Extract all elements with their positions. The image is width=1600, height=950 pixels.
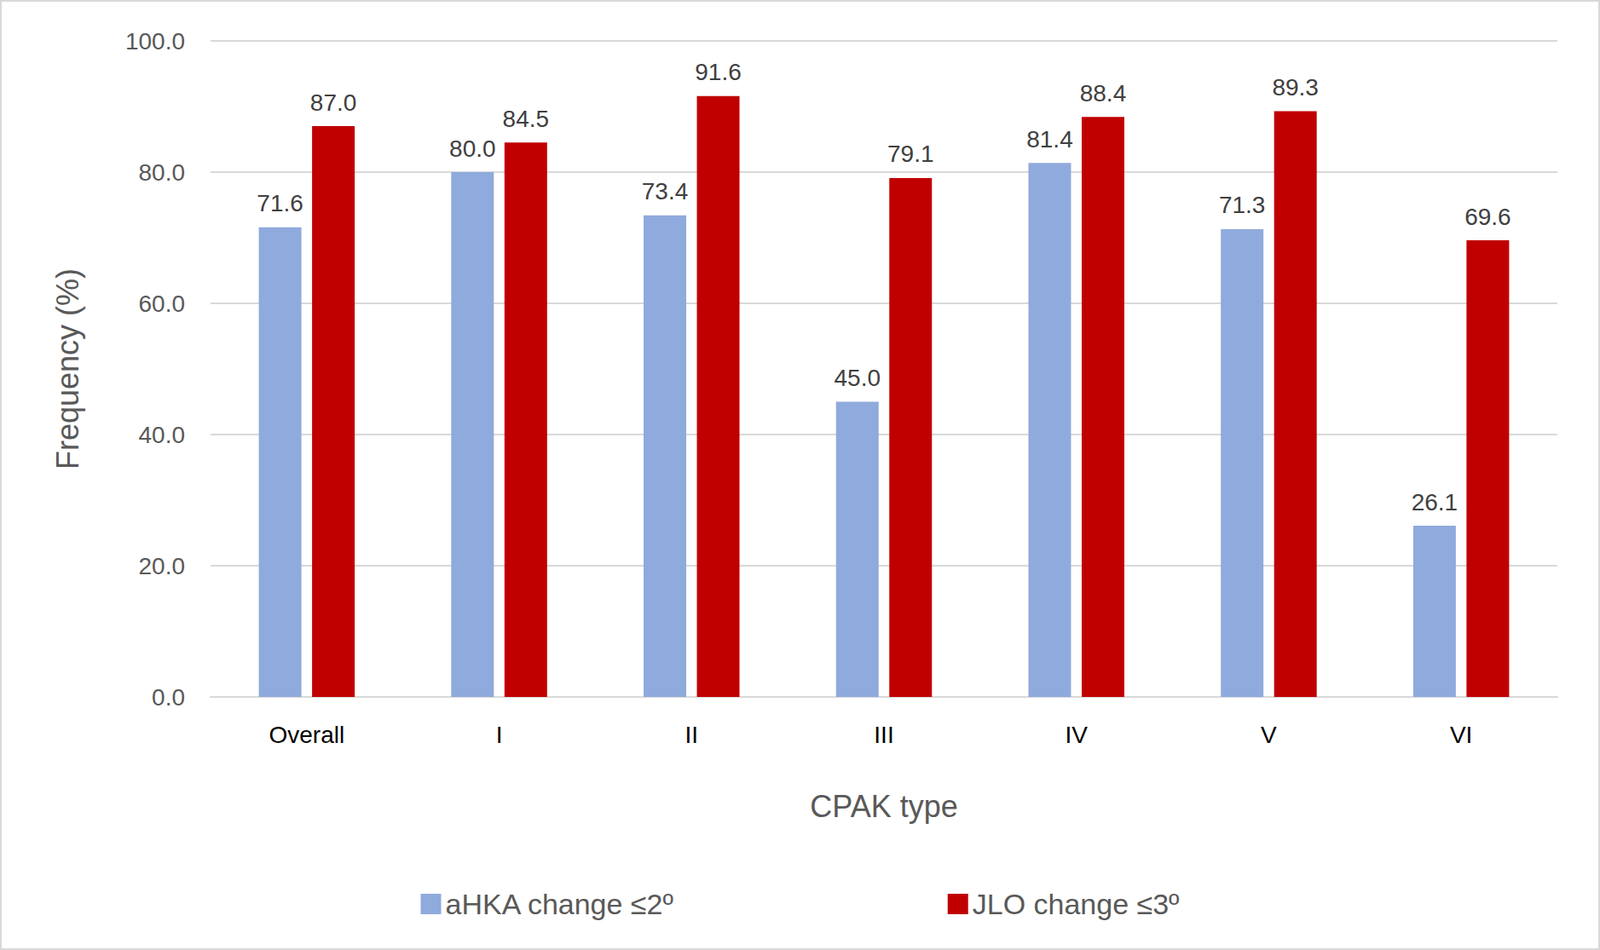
svg-text:45.0: 45.0 [834, 364, 882, 392]
svg-text:84.5: 84.5 [502, 105, 550, 133]
svg-text:VI: VI [1449, 722, 1473, 749]
svg-text:V: V [1260, 722, 1277, 749]
svg-text:73.4: 73.4 [641, 178, 689, 205]
svg-text:Overall: Overall [269, 722, 346, 749]
svg-text:CPAK type: CPAK type [809, 789, 958, 825]
svg-text:III: III [873, 722, 894, 749]
svg-text:60.0: 60.0 [138, 290, 186, 318]
svg-text:Frequency (%): Frequency (%) [50, 268, 86, 470]
svg-text:79.1: 79.1 [887, 140, 935, 168]
svg-text:IV: IV [1064, 722, 1088, 749]
svg-text:91.6: 91.6 [694, 58, 742, 86]
svg-text:I: I [496, 722, 503, 749]
svg-text:40.0: 40.0 [138, 421, 186, 449]
svg-text:71.6: 71.6 [256, 190, 304, 217]
svg-text:JLO change ≤3º: JLO change ≤3º [972, 888, 1180, 921]
svg-text:71.3: 71.3 [1218, 191, 1266, 219]
svg-text:II: II [685, 722, 699, 749]
svg-text:88.4: 88.4 [1080, 80, 1127, 107]
svg-text:69.6: 69.6 [1464, 203, 1512, 231]
svg-text:20.0: 20.0 [138, 553, 186, 580]
svg-text:87.0: 87.0 [310, 89, 358, 116]
svg-text:0.0: 0.0 [151, 684, 185, 711]
svg-text:81.4: 81.4 [1026, 126, 1074, 153]
svg-text:89.3: 89.3 [1271, 74, 1319, 101]
svg-text:100.0: 100.0 [125, 28, 185, 55]
svg-text:80.0: 80.0 [138, 159, 186, 186]
svg-text:80.0: 80.0 [449, 135, 497, 162]
svg-text:26.1: 26.1 [1411, 489, 1459, 516]
svg-text:aHKA change ≤2º: aHKA change ≤2º [444, 888, 673, 921]
